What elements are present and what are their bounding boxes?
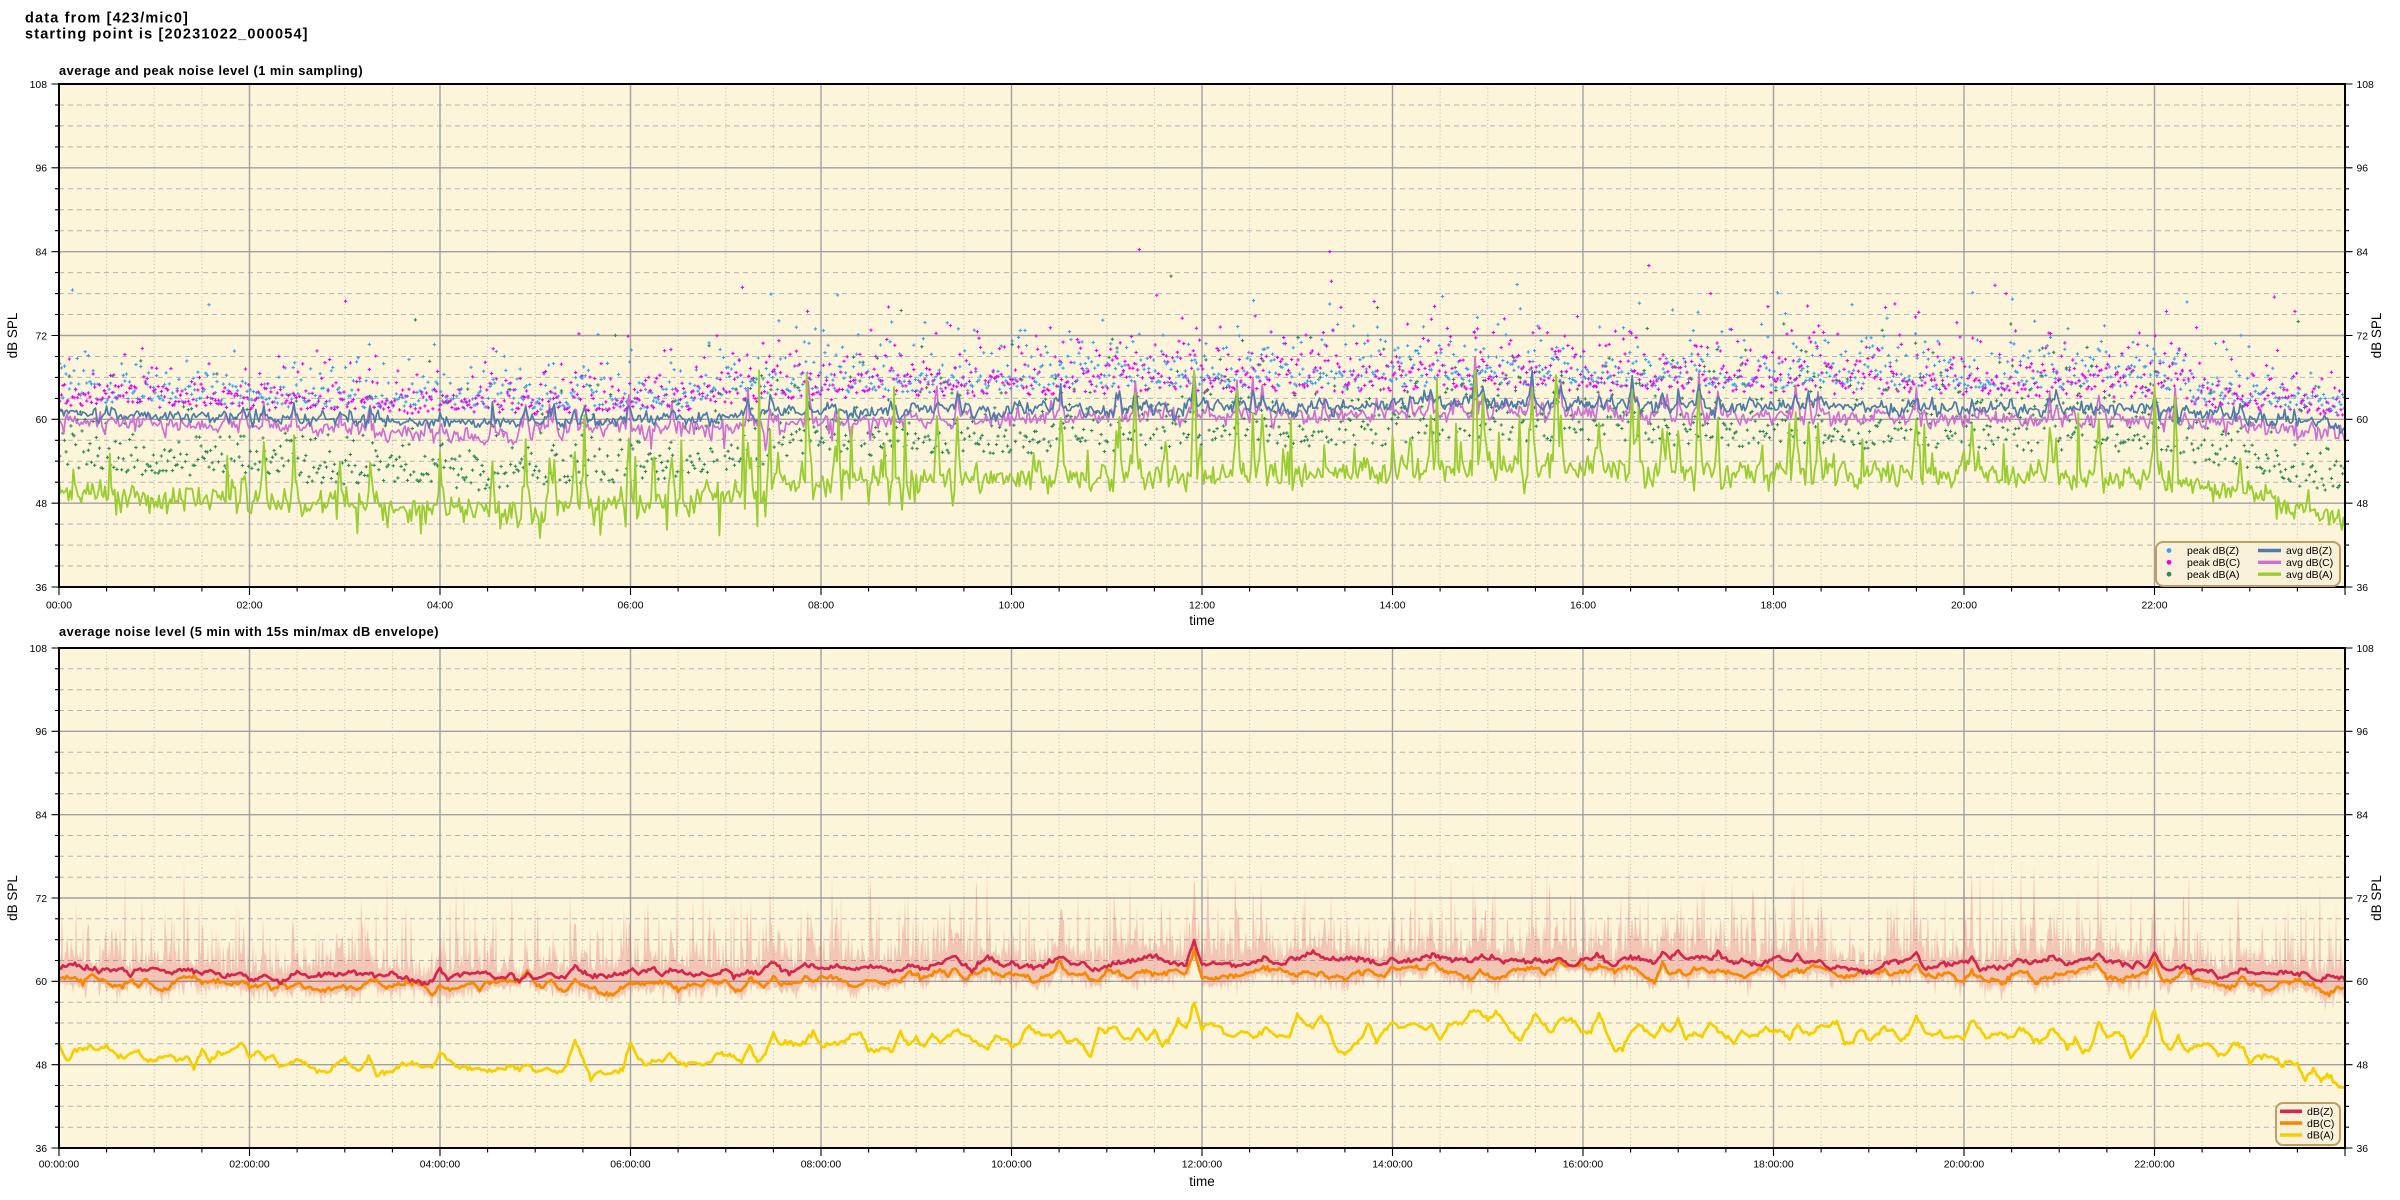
svg-text:72: 72 <box>35 894 47 905</box>
svg-text:16:00:00: 16:00:00 <box>1563 1159 1604 1170</box>
svg-text:108: 108 <box>30 80 48 91</box>
svg-text:84: 84 <box>35 248 47 259</box>
svg-text:08:00: 08:00 <box>808 600 834 611</box>
svg-text:84: 84 <box>35 811 47 822</box>
svg-text:peak dB(Z): peak dB(Z) <box>2187 545 2239 557</box>
svg-text:96: 96 <box>35 164 47 175</box>
svg-text:10:00: 10:00 <box>998 600 1024 611</box>
svg-text:14:00:00: 14:00:00 <box>1372 1159 1413 1170</box>
svg-text:14:00: 14:00 <box>1379 600 1405 611</box>
svg-text:48: 48 <box>2357 1061 2369 1072</box>
svg-text:dB(A): dB(A) <box>2307 1130 2334 1142</box>
svg-text:108: 108 <box>2357 644 2375 655</box>
svg-text:avg dB(A): avg dB(A) <box>2286 569 2333 581</box>
svg-text:84: 84 <box>2357 811 2369 822</box>
svg-text:60: 60 <box>35 415 47 426</box>
svg-text:avg dB(Z): avg dB(Z) <box>2286 545 2332 557</box>
svg-text:72: 72 <box>35 331 47 342</box>
svg-text:96: 96 <box>2357 164 2369 175</box>
svg-text:72: 72 <box>2357 894 2369 905</box>
svg-text:36: 36 <box>2357 583 2369 594</box>
svg-text:36: 36 <box>35 583 47 594</box>
svg-text:dB SPL: dB SPL <box>5 875 20 921</box>
svg-text:84: 84 <box>2357 248 2369 259</box>
svg-text:dB(C): dB(C) <box>2307 1118 2334 1130</box>
svg-text:dB(Z): dB(Z) <box>2307 1106 2333 1118</box>
svg-text:12:00:00: 12:00:00 <box>1182 1159 1223 1170</box>
svg-text:04:00:00: 04:00:00 <box>420 1159 461 1170</box>
svg-text:00:00:00: 00:00:00 <box>39 1159 80 1170</box>
svg-text:48: 48 <box>35 1061 47 1072</box>
svg-text:time: time <box>1189 1174 1215 1189</box>
svg-text:18:00: 18:00 <box>1760 600 1786 611</box>
svg-text:48: 48 <box>2357 499 2369 510</box>
svg-text:00:00: 00:00 <box>46 600 72 611</box>
svg-text:10:00:00: 10:00:00 <box>991 1159 1032 1170</box>
svg-text:data from [423/mic0]: data from [423/mic0] <box>25 11 189 27</box>
svg-text:72: 72 <box>2357 331 2369 342</box>
svg-text:36: 36 <box>2357 1144 2369 1155</box>
svg-text:22:00:00: 22:00:00 <box>2134 1159 2175 1170</box>
svg-text:16:00: 16:00 <box>1570 600 1596 611</box>
svg-text:avg dB(C): avg dB(C) <box>2286 557 2333 569</box>
svg-text:06:00:00: 06:00:00 <box>610 1159 651 1170</box>
svg-text:108: 108 <box>2357 80 2375 91</box>
svg-text:dB SPL: dB SPL <box>2369 312 2384 358</box>
svg-text:20:00:00: 20:00:00 <box>1944 1159 1985 1170</box>
svg-text:02:00:00: 02:00:00 <box>229 1159 270 1170</box>
svg-text:peak dB(A): peak dB(A) <box>2187 569 2240 581</box>
svg-text:108: 108 <box>30 644 48 655</box>
svg-text:04:00: 04:00 <box>427 600 453 611</box>
svg-text:60: 60 <box>2357 415 2369 426</box>
svg-text:60: 60 <box>2357 977 2369 988</box>
svg-text:peak dB(C): peak dB(C) <box>2187 557 2240 569</box>
svg-text:06:00: 06:00 <box>617 600 643 611</box>
svg-text:12:00: 12:00 <box>1189 600 1215 611</box>
svg-text:18:00:00: 18:00:00 <box>1753 1159 1794 1170</box>
svg-text:dB SPL: dB SPL <box>5 312 20 358</box>
svg-text:48: 48 <box>35 499 47 510</box>
svg-text:36: 36 <box>35 1144 47 1155</box>
svg-text:02:00: 02:00 <box>236 600 262 611</box>
svg-text:60: 60 <box>35 977 47 988</box>
svg-text:22:00: 22:00 <box>2141 600 2167 611</box>
svg-text:average noise level (5 min wit: average noise level (5 min with 15s min/… <box>59 624 439 639</box>
svg-text:96: 96 <box>2357 727 2369 738</box>
svg-text:average and peak noise level (: average and peak noise level (1 min samp… <box>59 63 363 78</box>
svg-text:time: time <box>1189 613 1215 628</box>
svg-text:dB SPL: dB SPL <box>2369 875 2384 921</box>
svg-text:starting point is [20231022_00: starting point is [20231022_000054] <box>25 27 309 43</box>
svg-text:08:00:00: 08:00:00 <box>801 1159 842 1170</box>
svg-text:20:00: 20:00 <box>1951 600 1977 611</box>
svg-text:96: 96 <box>35 727 47 738</box>
